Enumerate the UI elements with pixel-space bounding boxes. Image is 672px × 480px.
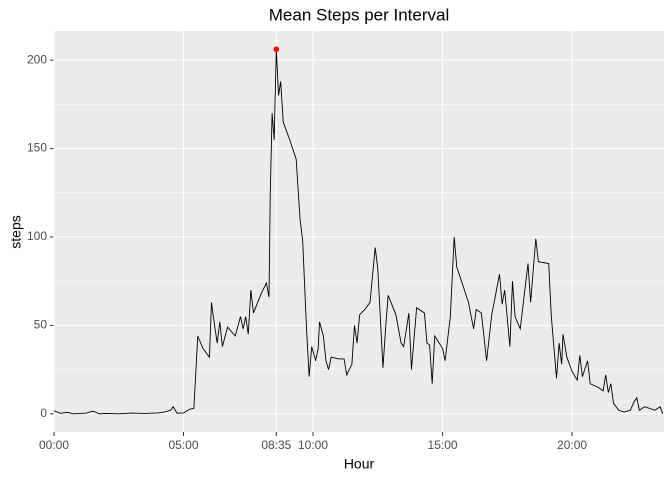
y-tick-label: 100: [27, 229, 47, 243]
y-tick-label: 50: [34, 318, 48, 332]
x-tick-label: 08:35: [261, 438, 291, 452]
y-tick-label: 150: [27, 141, 47, 155]
x-tick-label: 05:00: [168, 438, 198, 452]
y-tick-label: 200: [27, 52, 47, 66]
x-tick-label: 15:00: [428, 438, 458, 452]
panel: [54, 31, 664, 432]
y-axis-label: steps: [8, 215, 24, 248]
x-axis-label: Hour: [344, 456, 375, 472]
peak-point: [273, 46, 280, 53]
x-tick-label: 00:00: [39, 438, 69, 452]
x-tick-label: 20:00: [557, 438, 587, 452]
x-tick-label: 10:00: [298, 438, 328, 452]
y-tick-label: 0: [40, 406, 47, 420]
chart-title: Mean Steps per Interval: [269, 5, 449, 24]
line: [53, 49, 664, 415]
